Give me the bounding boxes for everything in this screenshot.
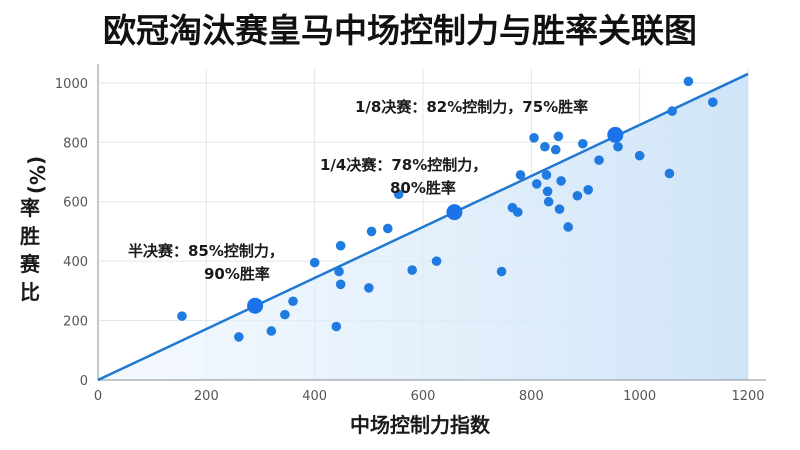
highlight-point (446, 204, 463, 221)
data-point (177, 311, 187, 321)
annotation-text: 90%胜率 (204, 265, 270, 283)
highlight-point (607, 126, 624, 143)
highlight-points (247, 126, 624, 314)
y-axis-unit: (%) (25, 156, 49, 194)
data-point (393, 189, 404, 200)
trend-line (97, 72, 749, 382)
data-point (334, 266, 344, 277)
data-point (572, 190, 583, 201)
y-axis-label: 率 胜 赛 比 (%) (19, 156, 49, 304)
x-tick-label: 600 (411, 389, 436, 404)
data-point (529, 133, 539, 143)
data-point (553, 131, 564, 142)
data-point (583, 185, 594, 195)
data-point (407, 265, 417, 275)
data-point (288, 296, 298, 307)
data-point (512, 207, 523, 217)
data-point (550, 144, 561, 155)
annotations: 半决赛：85%控制力， 90%胜率 1/4决赛：78%控制力， 80%胜率 1/8决赛：… (128, 98, 588, 283)
data-point (335, 279, 346, 290)
annotation-text: 1/4决赛：78%控制力， (320, 156, 487, 174)
y-tick-label: 800 (63, 136, 88, 151)
data-point (531, 179, 542, 189)
data-point (540, 141, 550, 152)
x-tick-label: 0 (94, 389, 102, 404)
data-point (331, 321, 342, 332)
data-point (594, 155, 604, 165)
data-point (431, 256, 442, 266)
data-point (366, 226, 377, 237)
data-point (543, 196, 554, 207)
annotation-text: 1/8决赛：82%控制力，75%胜率 (355, 98, 588, 116)
data-point (266, 326, 277, 336)
data-point (563, 222, 573, 232)
data-point (364, 283, 374, 293)
y-tick-label: 1000 (55, 77, 88, 92)
data-point (556, 176, 566, 186)
x-axis-label: 中场控制力指数 (350, 413, 491, 437)
data-point (515, 170, 526, 180)
highlight-point (247, 297, 264, 314)
data-point (554, 204, 565, 214)
data-point (577, 138, 588, 149)
data-point (280, 309, 290, 320)
data-points (177, 76, 718, 342)
annotation-text: 半决赛：85%控制力， (128, 242, 284, 260)
data-point (542, 186, 553, 197)
y-axis-label-char: 率 (20, 196, 40, 220)
data-point (382, 223, 393, 234)
data-point (707, 97, 718, 107)
data-point (541, 170, 552, 180)
y-tick-label: 200 (63, 315, 88, 330)
axes (97, 64, 766, 381)
annotation-text: 80%胜率 (390, 179, 456, 197)
y-tick-label: 400 (63, 255, 88, 270)
y-axis-label-char: 赛 (19, 252, 41, 276)
data-point (683, 76, 694, 87)
chart-title: 欧冠淘汰赛皇马中场控制力与胜率关联图 (103, 11, 697, 50)
data-point (634, 150, 645, 161)
data-point (335, 240, 346, 251)
data-point (613, 141, 623, 152)
x-tick-label: 200 (194, 389, 219, 404)
data-point (496, 266, 507, 277)
tick-labels: 0 200 400 600 800 1000 1200 0 200 400 600 800 1000 (55, 77, 765, 404)
x-tick-label: 1200 (731, 389, 764, 404)
y-axis-label-char: 胜 (20, 224, 40, 248)
data-point (234, 332, 244, 342)
y-tick-label: 600 (63, 196, 88, 211)
x-tick-label: 400 (302, 389, 327, 404)
y-tick-label: 0 (80, 374, 88, 389)
data-point (309, 257, 320, 268)
data-point (667, 106, 677, 116)
data-point (664, 168, 675, 179)
x-tick-label: 1000 (623, 389, 656, 404)
x-tick-label: 800 (519, 389, 544, 404)
y-axis-label-char: 比 (20, 280, 40, 304)
